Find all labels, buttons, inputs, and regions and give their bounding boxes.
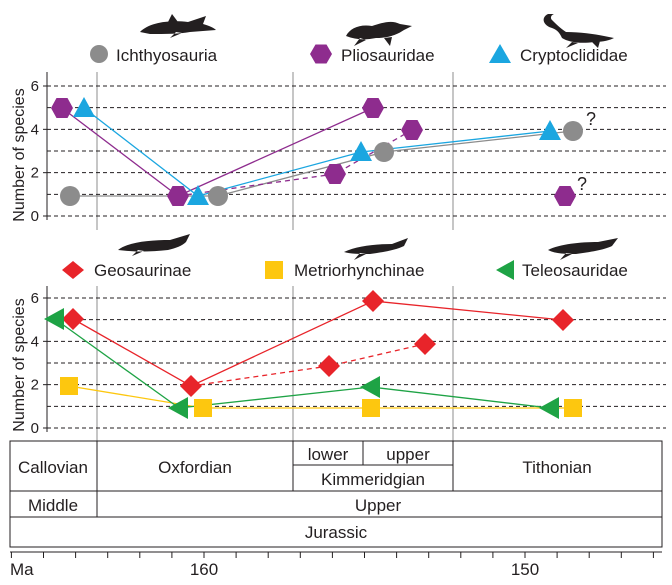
system-jurassic: Jurassic <box>305 523 368 542</box>
top-point-cryptoclididae-1 <box>187 185 209 205</box>
top-series-line-2 <box>61 107 374 197</box>
teleosaur-silhouette-icon <box>548 238 618 260</box>
bottom-series-line-2 <box>68 385 573 409</box>
bottom-point-teleosauridae-1 <box>168 397 188 419</box>
bottom-point-teleosauridae-2 <box>360 376 380 398</box>
stage-tithonian: Tithonian <box>522 458 591 477</box>
legend-marker-geosaurinae <box>62 261 84 279</box>
series-upper: Upper <box>355 496 402 515</box>
bottom-point-geosaurinae-0 <box>62 308 84 330</box>
top-point-ichthyosauria-0 <box>60 186 80 206</box>
top-point-pliosauridae-0 <box>51 98 73 118</box>
legend-marker-pliosauridae <box>310 44 332 64</box>
bottom-y-tick-label-4: 4 <box>31 333 39 350</box>
time-axis-unit: Ma <box>10 560 34 579</box>
bottom-series-line-1 <box>190 343 426 387</box>
bottom-point-metriorhynchinae-0 <box>60 377 78 395</box>
legend-label-ichthyosauria: Ichthyosauria <box>116 46 218 65</box>
legend-label-metriorhynchinae: Metriorhynchinae <box>294 261 424 280</box>
top-point-cryptoclididae-0 <box>73 97 95 117</box>
top-y-tick-label-2: 2 <box>31 165 39 182</box>
top-annotation-0: ? <box>586 109 596 129</box>
legend-marker-metriorhynchinae <box>265 261 283 279</box>
bottom-y-tick-label-0: 0 <box>31 420 39 437</box>
legend-marker-ichthyosauria <box>90 45 108 63</box>
top-point-pliosauridae-3 <box>362 98 384 118</box>
top-point-pliosauridae-5 <box>554 186 576 206</box>
bottom-point-metriorhynchinae-2 <box>362 399 380 417</box>
top-point-pliosauridae-1 <box>167 186 189 206</box>
plot-panel-top: 0 2 4 6?? <box>31 72 666 230</box>
legend-label-pliosauridae: Pliosauridae <box>341 46 435 65</box>
legend-label-cryptoclididae: Cryptoclididae <box>520 46 628 65</box>
bottom-series-line-3 <box>54 318 551 409</box>
legend-bottom: Geosaurinae Metriorhynchinae Teleosaurid… <box>62 260 628 280</box>
time-tick-label-160: 160 <box>190 560 218 579</box>
bottom-point-geosaurinae-2 <box>318 355 340 377</box>
bottom-y-tick-label-2: 2 <box>31 377 39 394</box>
y-axis-title-top: Number of species <box>11 88 28 221</box>
bottom-point-geosaurinae-4 <box>414 333 436 355</box>
bottom-point-geosaurinae-1 <box>180 375 202 397</box>
bottom-point-geosaurinae-5 <box>552 309 574 331</box>
top-point-ichthyosauria-2 <box>374 142 394 162</box>
cryptoclidid-silhouette-icon <box>543 14 614 48</box>
top-point-pliosauridae-4 <box>401 120 423 140</box>
bottom-point-metriorhynchinae-1 <box>194 399 212 417</box>
stage-kimmeridgian: Kimmeridgian <box>321 470 425 489</box>
series-middle: Middle <box>28 496 78 515</box>
geosaur-silhouette-icon <box>118 234 190 256</box>
top-y-tick-label-0: 0 <box>31 208 39 225</box>
time-tick-label-150: 150 <box>511 560 539 579</box>
top-point-ichthyosauria-1 <box>208 186 228 206</box>
bottom-point-geosaurinae-3 <box>362 290 384 312</box>
top-point-ichthyosauria-3 <box>563 121 583 141</box>
substage-upper: upper <box>386 445 430 464</box>
metriorhynchine-silhouette-icon <box>344 238 408 260</box>
top-point-cryptoclididae-2 <box>350 141 372 161</box>
ichthyosaur-silhouette-icon <box>140 14 216 38</box>
time-axis <box>10 551 662 558</box>
top-y-tick-label-4: 4 <box>31 121 39 138</box>
bottom-y-tick-label-6: 6 <box>31 290 39 307</box>
top-annotation-1: ? <box>577 174 587 194</box>
bottom-series-line-0 <box>72 300 564 387</box>
top-series-line-4 <box>83 107 551 197</box>
legend-marker-cryptoclididae <box>489 44 511 63</box>
y-axis-title-bottom: Number of species <box>11 298 28 431</box>
top-series-line-3 <box>177 129 413 197</box>
legend-label-teleosauridae: Teleosauridae <box>522 261 628 280</box>
bottom-point-teleosauridae-3 <box>539 397 559 419</box>
stage-callovian: Callovian <box>18 458 88 477</box>
top-point-pliosauridae-2 <box>324 164 346 184</box>
top-point-cryptoclididae-3 <box>539 120 561 140</box>
substage-lower: lower <box>308 445 349 464</box>
top-y-tick-label-6: 6 <box>31 78 39 95</box>
legend-label-geosaurinae: Geosaurinae <box>94 261 191 280</box>
bottom-point-metriorhynchinae-3 <box>564 399 582 417</box>
pliosaur-silhouette-icon <box>346 21 412 46</box>
bottom-point-teleosauridae-0 <box>44 308 64 330</box>
stratigraphy-table <box>9 440 663 548</box>
plot-panel-bottom: 0 2 4 6 <box>31 286 666 441</box>
legend-marker-teleosauridae <box>496 260 514 280</box>
stage-oxfordian: Oxfordian <box>158 458 232 477</box>
legend-top: Ichthyosauria Pliosauridae Cryptoclidida… <box>90 44 628 65</box>
top-series-line-1 <box>217 130 574 197</box>
